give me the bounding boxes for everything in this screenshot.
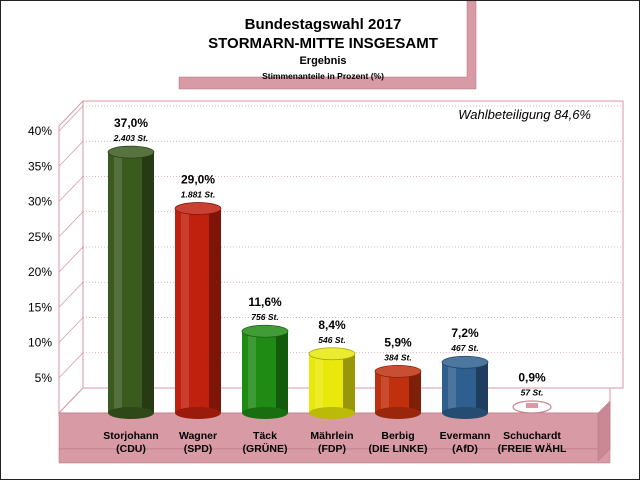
y-tick-label: 15% — [28, 300, 52, 314]
chart-subtitle: STORMARN-MITTE INSGESAMT — [208, 35, 438, 52]
x-category-party: (GRÜNE) — [243, 442, 288, 455]
turnout-annotation: Wahlbeteiligung 84,6% — [458, 107, 591, 122]
bar-value-label: 29,0% — [181, 173, 215, 187]
chart-title: Bundestagswahl 2017 — [245, 16, 402, 33]
x-category-party: (SPD) — [184, 443, 213, 455]
bar-value-label: 37,0% — [114, 116, 148, 130]
y-axis-ticks: 5% 10% 15% 20% 25% 30% 35% 40% — [28, 124, 52, 385]
bars: 37,0% 2.403 St. 29,0% 1.881 St. 11,6% 756 St.… — [107, 116, 552, 419]
x-category-name: Täck — [253, 430, 277, 442]
bar-votes-label: 57 St. — [521, 388, 544, 398]
y-tick-label: 35% — [28, 159, 52, 173]
x-category-name: Storjohann — [103, 430, 158, 442]
gridline-side — [58, 317, 84, 343]
bar: 29,0% 1.881 St. — [174, 173, 222, 419]
x-category-party: (FREIE WÄHL — [498, 442, 567, 455]
bar: 0,9% 57 St. — [512, 371, 552, 414]
title-panel: Bundestagswahl 2017 STORMARN-MITTE INSGE… — [178, 1, 477, 90]
bar-votes-label: 756 St. — [251, 312, 278, 322]
bar-value-label: 11,6% — [248, 295, 282, 309]
bar-votes-label: 2.403 St. — [113, 133, 149, 143]
y-tick-label: 10% — [28, 336, 52, 350]
y-tick-label: 5% — [35, 371, 53, 385]
grid — [58, 105, 623, 379]
bar-votes-label: 1.881 St. — [181, 190, 216, 200]
bar-value-label: 0,9% — [518, 371, 546, 385]
gridline-side — [58, 246, 84, 273]
y-tick-label: 25% — [28, 230, 52, 244]
x-category-name: Berbig — [381, 430, 414, 442]
gridline-side — [58, 281, 84, 308]
bar-value-label: 8,4% — [318, 318, 346, 332]
bar-votes-label: 467 St. — [450, 343, 478, 353]
x-category-name: Wagner — [179, 430, 217, 442]
x-category-name: Mährlein — [310, 430, 353, 442]
x-category-party: (DIE LINKE) — [369, 443, 428, 455]
chart-subtitle-ergebnis: Ergebnis — [299, 55, 346, 67]
bar-value-label: 5,9% — [384, 335, 412, 349]
bar: 37,0% 2.403 St. — [107, 116, 155, 419]
bar: 11,6% 756 St. — [241, 295, 289, 419]
bar-value-label: 7,2% — [451, 326, 479, 340]
x-category-name: Evermann — [440, 430, 491, 442]
x-category-name: Schuchardt — [503, 430, 561, 442]
bar: 5,9% 384 St. — [374, 335, 422, 419]
gridline-side — [58, 211, 84, 238]
y-tick-label: 40% — [28, 124, 52, 138]
x-category-party: (CDU) — [116, 443, 146, 455]
x-category-party: (AfD) — [452, 443, 478, 455]
x-category-party: (FDP) — [318, 443, 346, 455]
y-tick-label: 20% — [28, 265, 52, 279]
gridline-side — [58, 105, 84, 132]
chart-subtitle-unit: Stimmenanteile in Prozent (%) — [262, 71, 384, 81]
bar-votes-label: 546 St. — [318, 335, 345, 345]
bar: 7,2% 467 St. — [441, 326, 489, 419]
gridline-side — [58, 176, 84, 202]
x-axis-labels: Storjohann(CDU) Wagner(SPD) Täck(GRÜNE) Mäh… — [103, 430, 567, 455]
bar-votes-label: 384 St. — [384, 352, 411, 362]
gridline-side — [58, 352, 84, 379]
y-tick-label: 30% — [28, 195, 52, 209]
bar: 8,4% 546 St. — [308, 318, 356, 419]
gridline-side — [58, 140, 84, 167]
